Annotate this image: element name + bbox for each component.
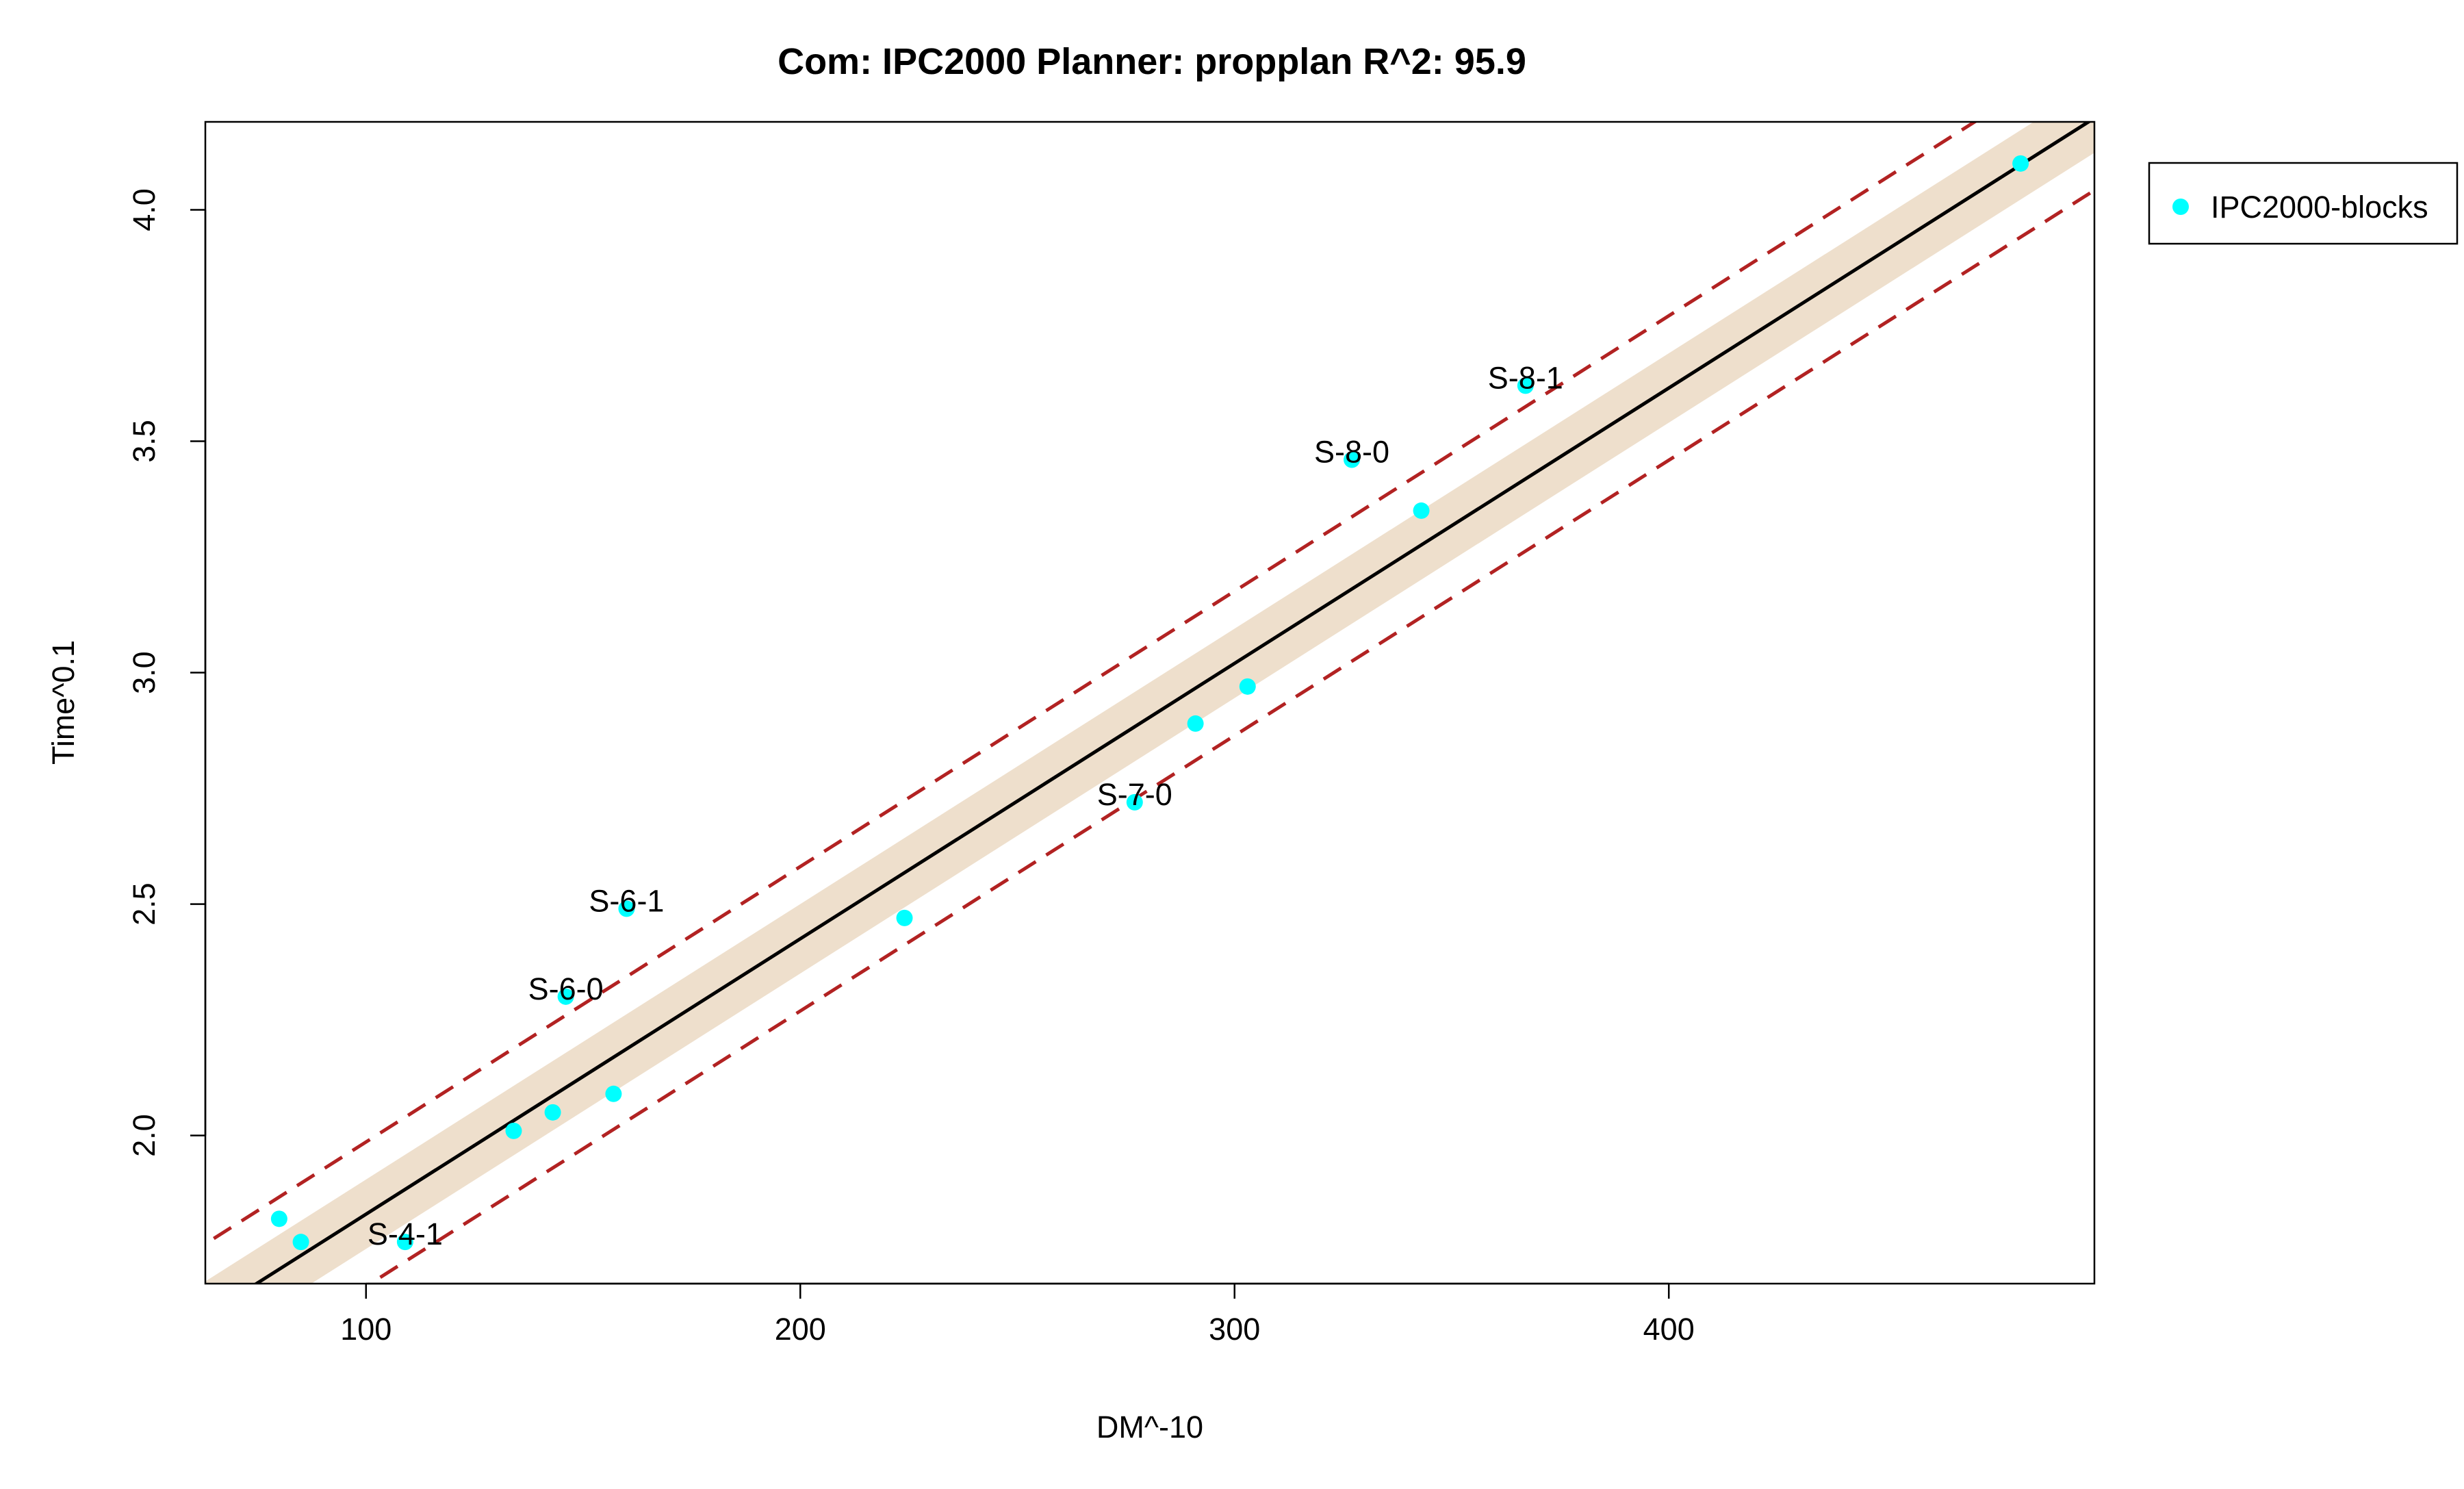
x-tick-label: 300 — [1209, 1312, 1260, 1347]
data-point — [2012, 155, 2029, 172]
x-tick-label: 100 — [340, 1312, 392, 1347]
data-point — [1413, 502, 1430, 519]
y-tick-label: 4.0 — [127, 188, 162, 231]
y-tick-label: 2.5 — [127, 882, 162, 926]
data-point — [605, 1085, 622, 1102]
y-axis: 2.0 2.5 3.0 3.5 4.0 — [127, 188, 207, 1157]
data-point — [618, 900, 635, 917]
fit-layer — [253, 122, 2092, 1284]
legend-label: IPC2000-blocks — [2211, 190, 2428, 225]
legend-marker — [2172, 199, 2189, 215]
data-point — [270, 1210, 287, 1227]
point-labels-layer: S-4-1 S-6-0 S-6-1 S-7-0 S-8-0 S-8-1 — [368, 360, 1563, 1251]
x-tick-label: 400 — [1643, 1312, 1695, 1347]
y-tick-label: 3.5 — [127, 420, 162, 463]
prediction-band-upper — [205, 122, 1978, 1246]
y-tick-label: 2.0 — [127, 1114, 162, 1157]
confidence-band — [205, 122, 2094, 1284]
data-point — [292, 1234, 309, 1251]
prediction-band-lower — [367, 188, 2094, 1284]
points-layer — [270, 155, 2029, 1251]
data-point — [557, 988, 574, 1005]
data-point — [396, 1234, 413, 1251]
data-point — [544, 1104, 561, 1121]
bands-layer — [205, 122, 2094, 1284]
y-axis-label: Time^0.1 — [46, 640, 81, 765]
legend: IPC2000-blocks — [2148, 162, 2459, 245]
data-point — [896, 909, 913, 926]
chart-title: Com: IPC2000 Planner: propplan R^2: 95.9 — [778, 41, 1526, 82]
point-label: S-6-1 — [589, 883, 664, 918]
x-tick-label: 200 — [775, 1312, 826, 1347]
legend-box — [2148, 162, 2459, 245]
regression-line — [253, 122, 2092, 1284]
point-label: S-7-0 — [1097, 777, 1172, 812]
x-axis-label: DM^-10 — [1096, 1410, 1203, 1445]
point-label: S-4-1 — [368, 1217, 443, 1251]
data-point — [1517, 377, 1534, 394]
data-point — [505, 1122, 522, 1139]
point-label: S-8-0 — [1314, 435, 1389, 470]
data-point — [1344, 451, 1361, 468]
y-tick-label: 3.0 — [127, 651, 162, 694]
x-axis: 100 200 300 400 — [340, 1282, 1695, 1347]
point-label: S-8-1 — [1488, 360, 1563, 395]
data-point — [1239, 678, 1256, 695]
data-point — [1126, 793, 1143, 811]
data-point — [1187, 715, 1204, 732]
point-label: S-6-0 — [528, 971, 604, 1006]
